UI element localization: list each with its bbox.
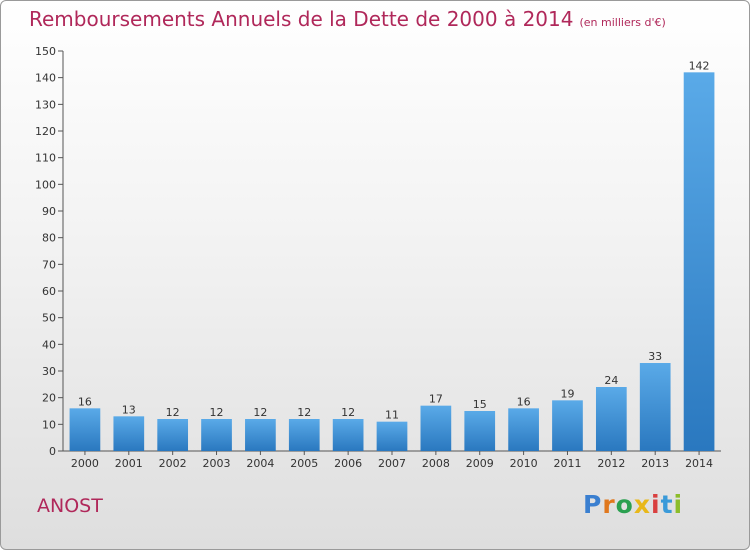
bar-value-label: 24	[604, 374, 618, 387]
chart-title-text: Remboursements Annuels de la Dette de 20…	[29, 7, 574, 31]
bar-2000	[69, 408, 101, 451]
bar-value-label: 17	[429, 393, 443, 406]
x-tick-label: 2007	[378, 457, 406, 470]
bar-value-label: 15	[473, 398, 487, 411]
y-tick-label: 110	[35, 152, 56, 165]
bar-value-label: 13	[122, 403, 136, 416]
bar-2004	[245, 419, 276, 451]
x-tick-label: 2004	[246, 457, 274, 470]
x-tick-label: 2011	[553, 457, 581, 470]
bar-value-label: 16	[517, 395, 531, 408]
bar-value-label: 19	[560, 387, 574, 400]
proxiti-logo: Proxiti	[583, 490, 683, 519]
bar-2002	[157, 419, 189, 451]
y-tick-label: 90	[42, 205, 56, 218]
logo-letter: t	[660, 490, 674, 519]
bar-2003	[201, 419, 232, 451]
x-tick-label: 2005	[290, 457, 318, 470]
bar-2006	[332, 419, 364, 451]
bar-value-label: 33	[648, 350, 662, 363]
bar-value-label: 16	[78, 395, 92, 408]
y-tick-label: 20	[42, 392, 56, 405]
bar-value-label: 12	[341, 406, 355, 419]
x-tick-label: 2010	[510, 457, 538, 470]
chart-title: Remboursements Annuels de la Dette de 20…	[29, 7, 666, 31]
y-tick-label: 80	[42, 232, 56, 245]
y-tick-label: 0	[49, 445, 56, 458]
bar-value-label: 12	[166, 406, 180, 419]
logo-letter: o	[615, 490, 634, 519]
logo-letter: P	[583, 490, 603, 519]
bar-value-label: 11	[385, 409, 399, 422]
bar-2010	[508, 408, 539, 451]
logo-letter: i	[651, 490, 661, 519]
y-tick-label: 60	[42, 285, 56, 298]
y-tick-label: 130	[35, 98, 56, 111]
bar-value-label: 12	[210, 406, 224, 419]
x-tick-label: 2003	[203, 457, 231, 470]
y-tick-label: 120	[35, 125, 56, 138]
y-tick-label: 50	[42, 312, 56, 325]
y-tick-label: 100	[35, 178, 56, 191]
y-tick-label: 10	[42, 418, 56, 431]
y-tick-label: 40	[42, 338, 56, 351]
y-tick-label: 150	[35, 45, 56, 58]
x-tick-label: 2001	[115, 457, 143, 470]
bar-2007	[376, 421, 408, 451]
bar-2011	[552, 400, 583, 451]
x-tick-label: 2009	[466, 457, 494, 470]
bar-value-label: 12	[253, 406, 267, 419]
x-tick-label: 2006	[334, 457, 362, 470]
logo-letter: x	[633, 490, 651, 519]
bar-2001	[113, 416, 145, 451]
y-tick-label: 140	[35, 72, 56, 85]
bar-2005	[288, 419, 320, 451]
bar-2014	[683, 72, 715, 451]
bar-2012	[595, 387, 627, 451]
town-name: ANOST	[37, 495, 103, 517]
bar-value-label: 12	[297, 406, 311, 419]
x-tick-label: 2013	[641, 457, 669, 470]
logo-letter: i	[673, 490, 684, 519]
x-tick-label: 2012	[597, 457, 625, 470]
y-tick-label: 30	[42, 365, 56, 378]
x-tick-label: 2002	[159, 457, 187, 470]
y-tick-label: 70	[42, 258, 56, 271]
bar-2008	[420, 405, 452, 451]
x-tick-label: 2000	[71, 457, 99, 470]
bar-2013	[639, 363, 671, 451]
bar-2009	[464, 411, 496, 451]
x-tick-label: 2008	[422, 457, 450, 470]
x-tick-label: 2014	[685, 457, 713, 470]
chart-subtitle: (en milliers d'€)	[579, 16, 666, 29]
logo-letter: r	[602, 490, 616, 519]
bar-value-label: 142	[689, 59, 710, 72]
